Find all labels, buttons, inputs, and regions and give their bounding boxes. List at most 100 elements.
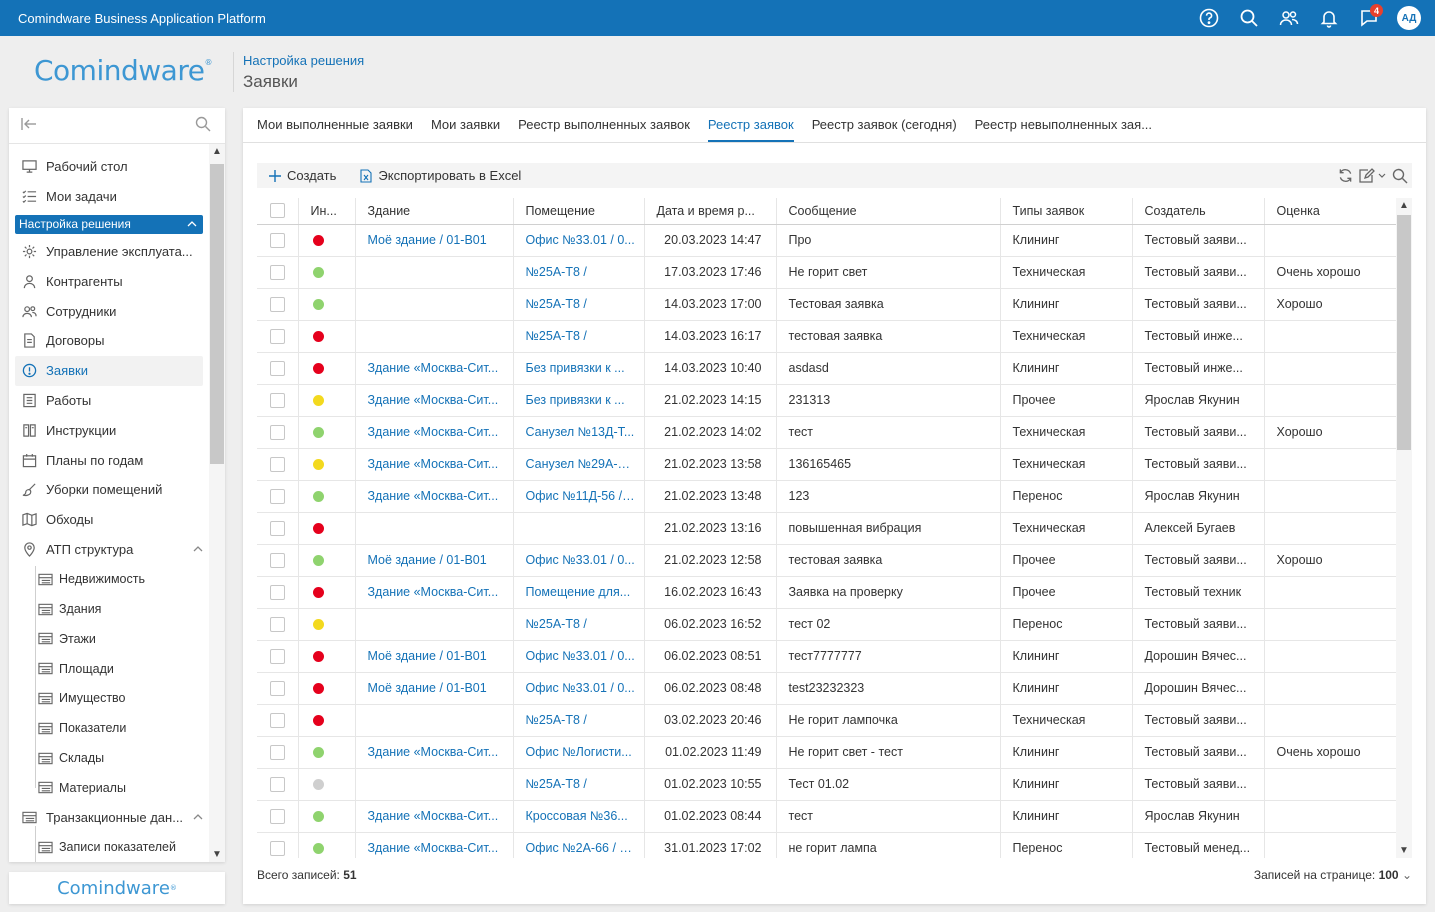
cell-room[interactable]: №25А-Т8 / xyxy=(513,608,645,641)
sidebar-item-6[interactable]: Договоры xyxy=(9,326,209,356)
row-checkbox[interactable] xyxy=(257,384,299,417)
sidebar-item-15[interactable]: Здания xyxy=(9,594,209,624)
cell-room[interactable]: Санузел №13Д-Т... xyxy=(513,416,645,449)
scroll-up-icon[interactable]: ▲ xyxy=(212,146,222,157)
table-row[interactable]: №25А-Т8 /01.02.2023 10:55 Тест 01.02 Клини… xyxy=(257,768,1397,801)
cell-building[interactable]: Моё здание / 01-B01 xyxy=(355,672,514,705)
cell-room[interactable]: Офис №33.01 / 0... xyxy=(513,640,645,673)
sidebar-item-20[interactable]: Склады xyxy=(9,743,209,773)
sidebar-item-16[interactable]: Этажи xyxy=(9,624,209,654)
page-size-selector[interactable]: Записей на странице: 100 ⌄ xyxy=(1254,868,1412,882)
table-row[interactable]: Моё здание / 01-B01 Офис №33.01 / 0... 06.… xyxy=(257,672,1397,705)
sidebar-item-8[interactable]: Работы xyxy=(9,386,209,416)
table-row[interactable]: №25А-Т8 /17.03.2023 17:46 Не горит свет Те… xyxy=(257,256,1397,289)
chevron-up-icon[interactable] xyxy=(193,544,203,555)
sidebar-scroll-thumb[interactable] xyxy=(210,164,224,464)
table-row[interactable]: Моё здание / 01-B01 Офис №33.01 / 0... 06.… xyxy=(257,640,1397,673)
scroll-down-icon[interactable]: ▼ xyxy=(212,849,222,860)
row-checkbox[interactable] xyxy=(257,608,299,641)
cell-building[interactable]: Здание «Москва-Сит... xyxy=(355,736,514,769)
table-row[interactable]: Здание «Москва-Сит... Кроссовая №36... 01.… xyxy=(257,800,1397,833)
export-excel-button[interactable]: Экспортировать в Excel xyxy=(360,168,521,183)
cell-building[interactable]: Моё здание / 01-B01 xyxy=(355,640,514,673)
cell-building[interactable]: Моё здание / 01-B01 xyxy=(355,544,514,577)
sidebar-item-11[interactable]: Уборки помещений xyxy=(9,475,209,505)
sidebar-item-13[interactable]: АТП структура xyxy=(9,535,209,565)
table-row[interactable]: Моё здание / 01-B01 Офис №33.01 / 0... 20.… xyxy=(257,224,1397,257)
collapse-sidebar-icon[interactable] xyxy=(21,117,37,134)
column-header[interactable]: Типы заявок xyxy=(1000,198,1133,225)
cell-room[interactable]: Офис №Логисти... xyxy=(513,736,645,769)
sidebar-scrollbar[interactable]: ▲ ▼ xyxy=(209,144,225,862)
tab-0[interactable]: Мои выполненные заявки xyxy=(257,117,413,132)
sidebar-item-3[interactable]: Управление эксплуата... xyxy=(9,237,209,267)
cell-room[interactable]: Без привязки к ... xyxy=(513,384,645,417)
cell-building[interactable]: Здание «Москва-Сит... xyxy=(355,416,514,449)
bell-icon[interactable] xyxy=(1309,0,1349,36)
sidebar-item-12[interactable]: Обходы xyxy=(9,505,209,535)
tab-2[interactable]: Реестр выполненных заявок xyxy=(518,117,690,132)
table-row[interactable]: Здание «Москва-Сит... Без привязки к ... 2… xyxy=(257,384,1397,417)
grid-scroll-thumb[interactable] xyxy=(1397,215,1411,450)
sidebar-item-2[interactable]: Настройка решения xyxy=(15,214,203,234)
row-checkbox[interactable] xyxy=(257,576,299,609)
cell-room[interactable]: Помещение для... xyxy=(513,576,645,609)
row-checkbox[interactable] xyxy=(257,768,299,801)
column-header[interactable]: Дата и время р... xyxy=(644,198,777,225)
chevron-up-icon[interactable] xyxy=(187,219,197,230)
cell-room[interactable]: №25А-Т8 / xyxy=(513,320,645,353)
column-header[interactable]: Здание xyxy=(355,198,514,225)
cell-room[interactable]: №25А-Т8 / xyxy=(513,768,645,801)
avatar[interactable]: АД xyxy=(1397,6,1421,30)
row-checkbox[interactable] xyxy=(257,704,299,737)
cell-building[interactable]: Здание «Москва-Сит... xyxy=(355,448,514,481)
table-row[interactable]: Здание «Москва-Сит... Офис №Логисти... 01.… xyxy=(257,736,1397,769)
cell-building[interactable]: Здание «Москва-Сит... xyxy=(355,384,514,417)
table-row[interactable]: №25А-Т8 /14.03.2023 16:17 тестовая заявка… xyxy=(257,320,1397,353)
column-header[interactable]: Помещение xyxy=(513,198,645,225)
breadcrumb[interactable]: Настройка решения xyxy=(243,53,365,68)
column-header[interactable]: Создатель xyxy=(1132,198,1265,225)
row-checkbox[interactable] xyxy=(257,512,299,545)
table-row[interactable]: Здание «Москва-Сит... Санузел №13Д-Т... 21… xyxy=(257,416,1397,449)
cell-room[interactable]: Офис №33.01 / 0... xyxy=(513,544,645,577)
cell-building[interactable]: Здание «Москва-Сит... xyxy=(355,576,514,609)
column-header[interactable]: Ин... xyxy=(298,198,356,225)
table-row[interactable]: Здание «Москва-Сит... Офис №11Д-56 / ... 2… xyxy=(257,480,1397,513)
sidebar-item-7[interactable]: Заявки xyxy=(15,355,203,386)
row-checkbox[interactable] xyxy=(257,640,299,673)
row-checkbox[interactable] xyxy=(257,544,299,577)
tab-1[interactable]: Мои заявки xyxy=(430,117,501,132)
table-row[interactable]: Здание «Москва-Сит... Санузел №29А-С... 21… xyxy=(257,448,1397,481)
table-row[interactable]: №25А-Т8 /14.03.2023 17:00 Тестовая заявка… xyxy=(257,288,1397,321)
table-row[interactable]: №25А-Т8 /06.02.2023 16:52 тест 02 Перенос Т… xyxy=(257,608,1397,641)
cell-room[interactable]: Офис №33.01 / 0... xyxy=(513,672,645,705)
sidebar-item-0[interactable]: Рабочий стол xyxy=(9,152,209,182)
column-header[interactable]: Оценка xyxy=(1264,198,1397,225)
sidebar-item-23[interactable]: Записи показателей xyxy=(9,833,209,862)
chevron-up-icon[interactable] xyxy=(193,812,203,823)
cell-room[interactable]: Офис №2А-66 / 2... xyxy=(513,832,645,858)
cell-room[interactable]: №25А-Т8 / xyxy=(513,704,645,737)
tab-4[interactable]: Реестр заявок (сегодня) xyxy=(811,117,957,132)
sidebar-item-4[interactable]: Контрагенты xyxy=(9,266,209,296)
sidebar-item-10[interactable]: Планы по годам xyxy=(9,445,209,475)
cell-room[interactable]: №25А-Т8 / xyxy=(513,256,645,289)
cell-room[interactable]: Санузел №29А-С... xyxy=(513,448,645,481)
row-checkbox[interactable] xyxy=(257,352,299,385)
row-checkbox[interactable] xyxy=(257,832,299,858)
comindware-logo[interactable]: Comindware® xyxy=(34,54,212,87)
grid-search-icon[interactable] xyxy=(1392,168,1408,184)
cell-room[interactable]: №25А-Т8 / xyxy=(513,288,645,321)
sidebar-item-19[interactable]: Показатели xyxy=(9,713,209,743)
select-all-checkbox[interactable] xyxy=(257,198,299,225)
sidebar-item-18[interactable]: Имущество xyxy=(9,684,209,714)
table-row[interactable]: Здание «Москва-Сит... Помещение для... 16.… xyxy=(257,576,1397,609)
cell-building[interactable]: Здание «Москва-Сит... xyxy=(355,832,514,858)
tab-3[interactable]: Реестр заявок xyxy=(707,117,794,142)
help-icon[interactable] xyxy=(1189,0,1229,36)
cell-building[interactable]: Здание «Москва-Сит... xyxy=(355,352,514,385)
sidebar-item-9[interactable]: Инструкции xyxy=(9,415,209,445)
users-icon[interactable] xyxy=(1269,0,1309,36)
sidebar-item-1[interactable]: Мои задачи xyxy=(9,182,209,212)
